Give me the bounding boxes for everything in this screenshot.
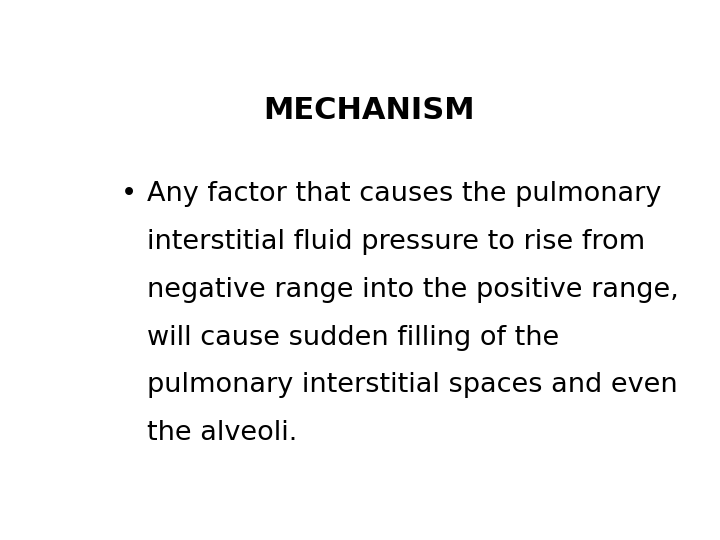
Text: Any factor that causes the pulmonary: Any factor that causes the pulmonary — [148, 181, 662, 207]
Text: the alveoli.: the alveoli. — [148, 420, 298, 446]
Text: pulmonary interstitial spaces and even: pulmonary interstitial spaces and even — [148, 373, 678, 399]
Text: interstitial fluid pressure to rise from: interstitial fluid pressure to rise from — [148, 229, 646, 255]
Text: •: • — [121, 181, 137, 207]
Text: negative range into the positive range,: negative range into the positive range, — [148, 277, 679, 303]
Text: will cause sudden filling of the: will cause sudden filling of the — [148, 325, 559, 350]
Text: MECHANISM: MECHANISM — [264, 96, 474, 125]
